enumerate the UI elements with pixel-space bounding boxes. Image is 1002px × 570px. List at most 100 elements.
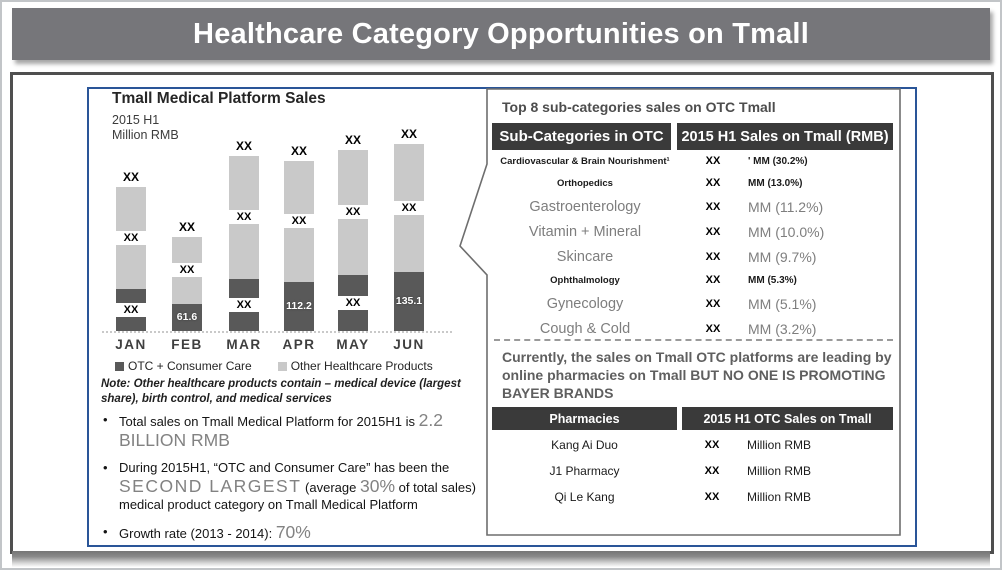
bar-total-label: XX	[178, 220, 195, 234]
pharmacies-table-header: Pharmacies 2015 H1 OTC Sales on Tmall	[492, 407, 893, 430]
pharmacy-unit: Million RMB	[747, 437, 812, 452]
subcategory-unit: MM (9.7%)	[748, 248, 817, 265]
bullet-item: • During 2015H1, “OTC and Consumer Care” …	[103, 459, 497, 514]
subcategory-value: XX	[705, 322, 721, 335]
bullet-run: (average	[301, 479, 360, 495]
subcategory-value: XX	[705, 250, 721, 263]
x-axis-tick-label: JUN	[393, 337, 425, 352]
subcategory-unit: MM (13.0%)	[748, 177, 803, 189]
stacked-bar-chart: XX XX XX XX XX 61.6 XX XX XX XX XX 112.2 XX XX XX XX XX 1…	[102, 127, 452, 333]
section-divider	[494, 339, 893, 341]
legend-item: OTC + Consumer Care	[115, 359, 252, 373]
key-takeaways: • Total sales on Tmall Medical Platform f…	[103, 410, 497, 551]
chart-title: Tmall Medical Platform Sales	[112, 90, 326, 107]
subcategory-name: Skincare	[556, 248, 614, 265]
chart-x-axis: JAN FEB MAR APR MAY JUN	[102, 337, 452, 355]
subcategory-value-cell: XX MM (3.2%)	[678, 321, 893, 337]
legend-swatch	[115, 361, 124, 371]
bar-total-label: XX	[290, 144, 307, 158]
pharmacy-value: XX	[704, 464, 720, 477]
pharmacy-row: Kang Ai Duo XX Million RMB	[492, 433, 893, 456]
chart-note: Note: Other healthcare products contain …	[101, 378, 461, 405]
pharmacy-name: Qi Le Kang	[554, 489, 615, 504]
subcategory-name: Ophthalmology	[550, 274, 620, 286]
subcategory-row: Cardiovascular & Brain Nourishment¹ XX ' M…	[492, 150, 893, 172]
bar-label-other: XX	[227, 210, 261, 224]
subcategory-value-cell: XX MM (11.2%)	[678, 199, 893, 215]
legend-label: Other Healthcare Products	[290, 359, 433, 373]
subcategory-row: Gastroenterology XX MM (11.2%)	[492, 194, 893, 219]
chart-legend: OTC + Consumer Care Other Healthcare Prod…	[115, 359, 433, 373]
chart-subtitle: 2015 H1 Million RMB	[112, 113, 179, 143]
bullet-marker: •	[103, 523, 108, 539]
slide-title-banner: Healthcare Category Opportunities on Tma…	[12, 8, 990, 60]
bullet-run: of total sales) medical product category…	[119, 479, 476, 513]
subcategory-name: Gynecology	[546, 295, 624, 312]
subcategory-value-cell: XX MM (10.0%)	[678, 224, 893, 240]
bullet-item: • Growth rate (2013 - 2014): 70%	[103, 522, 497, 543]
pharmacy-value: XX	[704, 490, 720, 503]
chart-subtitle-unit: Million RMB	[112, 128, 179, 142]
pharmacy-value-cell: XX Million RMB	[677, 464, 893, 478]
pharmacy-name: J1 Pharmacy	[549, 463, 620, 478]
pharmacy-value-cell: XX Million RMB	[677, 490, 893, 504]
subcategory-unit: MM (10.0%)	[748, 223, 825, 240]
bar-segment-otc	[394, 272, 424, 331]
subcategory-row: Gynecology XX MM (5.1%)	[492, 291, 893, 316]
subcategories-sales-col-header: 2015 H1 Sales on Tmall (RMB)	[677, 123, 893, 150]
x-axis-tick-label: FEB	[171, 337, 203, 352]
bar-total-label: XX	[122, 170, 139, 184]
pharmacy-row: J1 Pharmacy XX Million RMB	[492, 459, 893, 482]
subcategory-value-cell: XX MM (9.7%)	[678, 249, 893, 265]
legend-item: Other Healthcare Products	[277, 359, 433, 373]
bar-segment-otc	[284, 282, 314, 331]
bullet-marker: •	[103, 412, 108, 427]
subcategories-heading: Top 8 sub-categories sales on OTC Tmall	[502, 99, 776, 115]
subcategory-row: Orthopedics XX MM (13.0%)	[492, 172, 893, 194]
subcategory-value-cell: XX MM (5.3%)	[678, 274, 893, 286]
subcategory-name: Gastroenterology	[529, 198, 641, 215]
bar-label-otc: XX	[114, 303, 148, 317]
subcategory-unit: MM (5.1%)	[748, 295, 817, 312]
pharmacy-row: Qi Le Kang XX Million RMB	[492, 485, 893, 508]
bar-label-other: XX	[392, 201, 426, 215]
subcategories-col-header: Sub-Categories in OTC	[492, 123, 671, 150]
bullet-text: During 2015H1, “OTC and Consumer Care” h…	[119, 459, 497, 514]
pharmacy-unit: Million RMB	[747, 463, 812, 478]
x-axis-tick-label: MAY	[336, 337, 370, 352]
bullet-item: • Total sales on Tmall Medical Platform f…	[103, 410, 497, 450]
bullet-marker: •	[103, 460, 108, 476]
subcategory-name: Cardiovascular & Brain Nourishment¹	[500, 155, 670, 167]
bar-label-otc: 135.1	[395, 295, 423, 307]
footer-band	[12, 551, 990, 567]
bar-label-otc: 61.6	[176, 311, 198, 323]
pharmacies-table: Pharmacies 2015 H1 OTC Sales on Tmall Ka…	[492, 407, 893, 508]
pharmacy-name: Kang Ai Duo	[551, 437, 618, 452]
bar-total-label: XX	[344, 133, 361, 147]
bar-label-otc: XX	[227, 298, 261, 312]
bullet-highlight: 2.2 BILLION RMB	[119, 410, 443, 450]
pharmacies-sales-col-header: 2015 H1 OTC Sales on Tmall	[682, 407, 893, 430]
bar-segment-otc	[172, 304, 202, 331]
subcategory-name: Orthopedics	[557, 177, 613, 189]
subcategory-name: Vitamin + Mineral	[528, 223, 642, 240]
legend-swatch	[277, 361, 287, 371]
subcategories-table: Sub-Categories in OTC 2015 H1 Sales on T…	[492, 123, 893, 341]
pharmacies-col-header: Pharmacies	[492, 407, 677, 430]
pharmacy-value-cell: XX Million RMB	[677, 438, 893, 452]
subcategory-value: XX	[705, 274, 721, 286]
bullet-text: Total sales on Tmall Medical Platform fo…	[119, 410, 497, 450]
bar-label-otc: 112.2	[286, 300, 312, 312]
bullet-text: Growth rate (2013 - 2014): 70%	[119, 522, 497, 543]
subcategory-unit: ' MM (30.2%)	[748, 155, 808, 167]
subcategory-unit: MM (5.3%)	[748, 274, 797, 286]
pharmacies-intro: Currently, the sales on Tmall OTC platfo…	[502, 349, 892, 402]
pharmacy-value: XX	[704, 438, 720, 451]
subcategory-row: Skincare XX MM (9.7%)	[492, 244, 893, 269]
legend-label: OTC + Consumer Care	[128, 359, 252, 373]
subcategory-value-cell: XX ' MM (30.2%)	[678, 155, 893, 167]
bullet-run: Total sales on Tmall Medical Platform fo…	[119, 414, 419, 429]
subcategory-row: Vitamin + Mineral XX MM (10.0%)	[492, 219, 893, 244]
subcategory-value: XX	[705, 225, 721, 238]
